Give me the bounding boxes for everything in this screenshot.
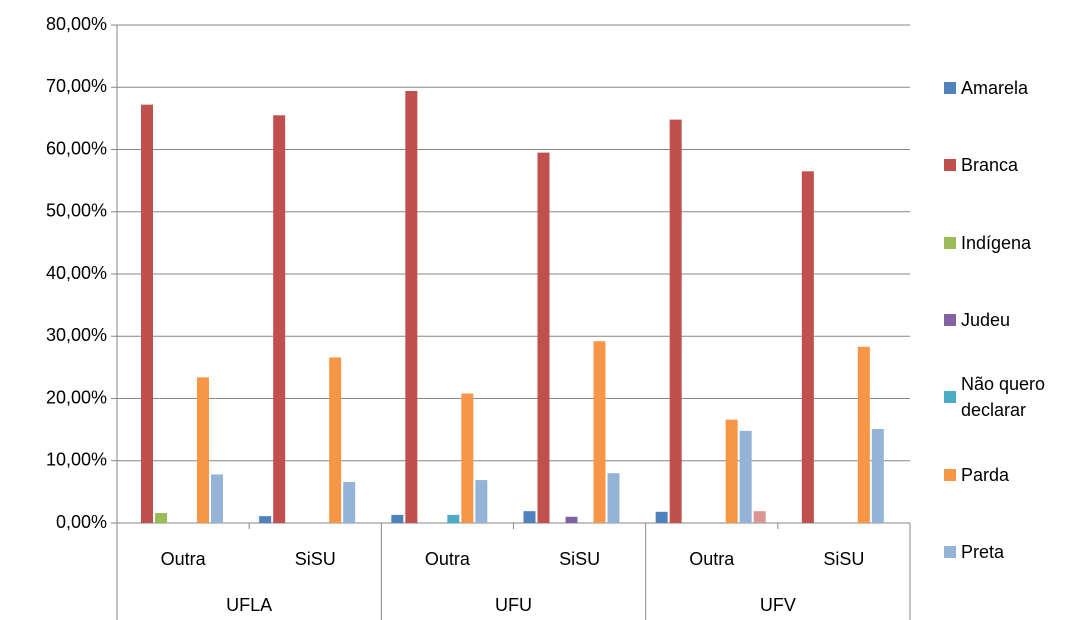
bar xyxy=(211,474,223,523)
bar xyxy=(405,90,418,524)
x-tick-label: Outra xyxy=(689,549,735,569)
x-tick-label: SiSU xyxy=(295,549,336,569)
bar xyxy=(155,513,167,523)
legend-label: Judeu xyxy=(961,309,1011,330)
y-tick-label: 10,00% xyxy=(46,450,107,470)
legend-swatch xyxy=(944,468,956,481)
legend-item: Indígena xyxy=(944,213,1061,273)
y-tick-label: 0,00% xyxy=(56,512,107,532)
legend-swatch xyxy=(944,236,956,249)
bar xyxy=(259,516,272,523)
bar xyxy=(607,473,620,523)
bar xyxy=(329,357,342,523)
legend-item: Parda xyxy=(944,445,1061,505)
bar xyxy=(753,511,766,523)
bar xyxy=(343,481,356,523)
legend-swatch xyxy=(944,159,956,172)
y-tick-label: 60,00% xyxy=(46,138,107,158)
bar xyxy=(197,377,209,523)
legend-label: Amarela xyxy=(961,78,1029,98)
y-tick-label: 30,00% xyxy=(46,325,107,345)
group-label: UFV xyxy=(760,595,796,615)
legend-label: Preta xyxy=(961,541,1005,562)
legend-label: Não quero declarar xyxy=(961,374,1046,421)
bar xyxy=(739,430,752,523)
legend-label: Indígena xyxy=(961,232,1032,253)
legend-swatch xyxy=(944,313,956,326)
bar xyxy=(537,152,550,524)
bar xyxy=(461,393,474,523)
y-tick-label: 20,00% xyxy=(46,387,107,407)
bar xyxy=(391,514,404,523)
x-tick-label: Outra xyxy=(161,549,207,569)
bar xyxy=(655,511,668,523)
y-tick-label: 80,00% xyxy=(46,14,107,34)
x-tick-label: SiSU xyxy=(559,549,600,569)
y-tick-label: 40,00% xyxy=(46,263,107,283)
bar xyxy=(475,480,488,523)
bar xyxy=(801,171,814,523)
x-tick-label: SiSU xyxy=(823,549,864,569)
bar xyxy=(141,104,153,524)
bar xyxy=(871,429,884,523)
legend-item: Preta xyxy=(944,522,1061,582)
legend-item: Branca xyxy=(944,135,1061,195)
legend-label: Parda xyxy=(961,464,1010,485)
bar xyxy=(447,514,460,523)
legend-swatch xyxy=(944,391,956,404)
y-tick-label: 70,00% xyxy=(46,76,107,96)
bar xyxy=(565,516,578,523)
legend-swatch xyxy=(944,545,956,558)
y-tick-label: 50,00% xyxy=(46,201,107,221)
group-label: UFLA xyxy=(226,595,272,615)
legend-item: Amarela xyxy=(944,58,1061,118)
bar xyxy=(725,419,738,523)
group-label: UFU xyxy=(495,595,532,615)
bar xyxy=(273,115,286,523)
legend-item: Não quero declarar xyxy=(944,367,1061,427)
x-tick-label: Outra xyxy=(425,549,471,569)
legend-label: Branca xyxy=(961,155,1019,176)
bar xyxy=(593,341,606,523)
legend-item: Judeu xyxy=(944,290,1061,350)
bar xyxy=(523,511,536,523)
bar xyxy=(857,346,870,523)
bar xyxy=(669,119,682,524)
legend-swatch xyxy=(944,82,956,94)
